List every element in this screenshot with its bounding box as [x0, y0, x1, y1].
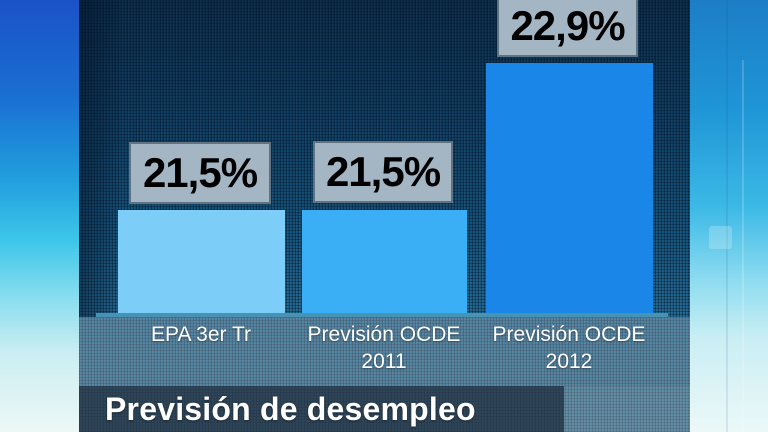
value-label-1: 21,5% [142, 149, 258, 196]
chart-title: Previsión de desempleo [105, 391, 476, 427]
axis-label-2-line1: Previsión OCDE [307, 323, 461, 346]
backdrop-vertical-highlight [742, 60, 744, 432]
backdrop-highlight-square [709, 226, 732, 249]
title-background-box [79, 386, 564, 432]
axis-label-3-line2: 2012 [545, 350, 593, 373]
axis-label-3: Previsión OCDE 2012 [474, 321, 664, 375]
backdrop-vertical-line [726, 0, 728, 432]
axis-label-2-line2: 2011 [361, 350, 407, 373]
panel-left-shade [79, 0, 120, 317]
axis-label-1-line1: EPA 3er Tr [151, 323, 251, 346]
value-label-3: 22,9% [510, 2, 625, 49]
value-box-2: 21,5% [313, 141, 453, 203]
axis-baseline [96, 313, 668, 317]
bar-3 [486, 63, 653, 313]
axis-label-band [79, 317, 690, 386]
axis-label-1: EPA 3er Tr [106, 321, 296, 348]
value-label-2: 21,5% [325, 148, 441, 195]
value-box-3: 22,9% [497, 0, 638, 57]
axis-label-2: Previsión OCDE 2011 [289, 321, 479, 375]
studio-backdrop-left [0, 0, 79, 432]
axis-label-3-line1: Previsión OCDE [492, 323, 646, 346]
chart-panel: 21,5% 21,5% 22,9% EPA 3er Tr Previsión O… [79, 0, 690, 432]
value-box-1: 21,5% [129, 142, 271, 204]
bar-1 [118, 210, 285, 313]
bar-2 [302, 210, 467, 313]
